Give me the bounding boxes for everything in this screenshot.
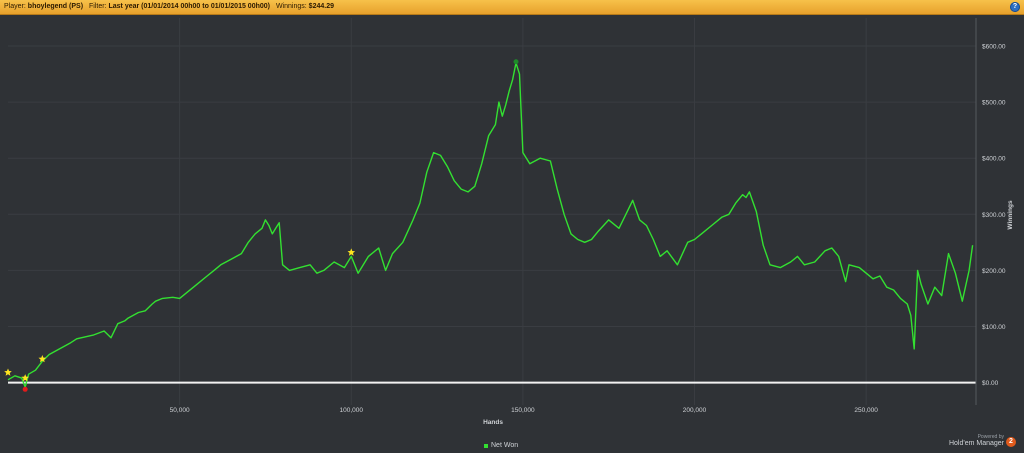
winnings-value: $244.29 (308, 3, 334, 10)
hem2-logo-icon: 2 (1006, 437, 1016, 447)
x-tick-label: 100,000 (340, 407, 364, 414)
chart-markers (4, 59, 519, 392)
y-tick-label: $0.00 (982, 380, 999, 387)
x-axis-label: Hands (483, 419, 503, 426)
filter-info: Filter: Last year (01/01/2014 00h00 to 01… (89, 3, 272, 10)
dot-marker (22, 386, 28, 392)
y-tick-label: $500.00 (982, 100, 1006, 107)
y-tick-label: $200.00 (982, 268, 1006, 275)
powered-by-text: Powered by (977, 434, 1004, 440)
winnings-info: Winnings: $244.29 (276, 3, 334, 10)
x-tick-label: 200,000 (683, 407, 707, 414)
legend-swatch-net-won (484, 444, 488, 448)
star-marker (4, 368, 12, 376)
x-axis-ticks: 50,000 100,000 150,000 200,000 250,000 (170, 407, 879, 414)
dot-marker (513, 59, 519, 65)
title-bar: Player: bhoylegend (PS) Filter: Last year … (0, 0, 1024, 15)
product-name: Hold'em Manager (948, 440, 1004, 447)
star-marker (38, 355, 47, 363)
x-tick-label: 50,000 (170, 407, 190, 414)
branding: Powered by Hold'em Manager 2 (936, 434, 1016, 450)
chart-legend: Net Won (484, 442, 518, 450)
series-line-net-won (7, 62, 974, 388)
winnings-label: Winnings: (275, 3, 307, 10)
y-axis-label: Winnings (1007, 200, 1014, 230)
legend-label-net-won: Net Won (491, 442, 519, 449)
x-tick-label: 150,000 (511, 407, 535, 414)
star-marker (347, 248, 356, 256)
y-tick-label: $400.00 (982, 156, 1006, 163)
y-tick-label: $600.00 (982, 44, 1006, 51)
x-tick-label: 250,000 (854, 407, 878, 414)
filter-value: Last year (01/01/2014 00h00 to 01/01/201… (108, 3, 270, 10)
chart-grid (8, 18, 976, 405)
star-marker (21, 374, 29, 382)
y-tick-label: $100.00 (982, 324, 1006, 331)
y-axis-ticks: $0.00 $100.00 $200.00 $300.00 $400.00 $500.00… (982, 44, 1006, 388)
player-value: bhoylegend (PS) (27, 3, 84, 10)
player-info: Player: bhoylegend (PS) (4, 3, 85, 10)
filter-label: Filter: (88, 3, 107, 10)
player-label: Player: (4, 3, 26, 10)
y-tick-label: $300.00 (982, 212, 1006, 219)
help-icon[interactable]: ? (1010, 2, 1020, 12)
